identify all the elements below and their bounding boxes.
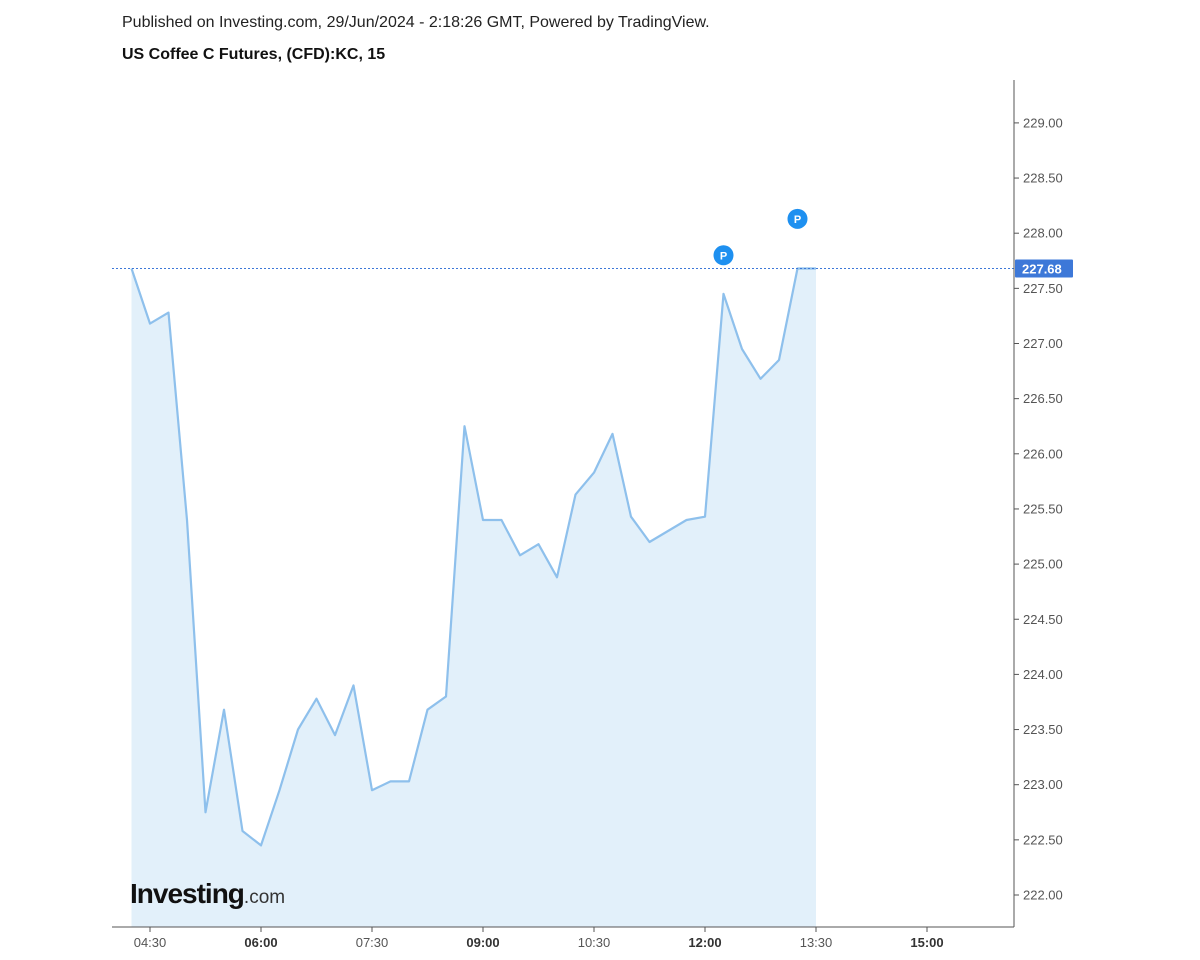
y-tick-label: 223.00 (1023, 777, 1063, 792)
logo-main: Investing (130, 878, 245, 909)
logo-suffix: .com (243, 887, 286, 908)
x-tick-label: 13:30 (800, 935, 833, 950)
y-tick-label: 227.50 (1023, 281, 1063, 296)
y-tick-label: 226.50 (1023, 391, 1063, 406)
marker-icon[interactable] (787, 208, 808, 229)
last-price-badge: 227.68 (1015, 259, 1073, 278)
y-tick-label: 224.00 (1023, 667, 1063, 682)
y-tick-label: 223.50 (1023, 722, 1063, 737)
last-price-badge-bg (1015, 259, 1073, 278)
y-tick-label: 225.50 (1023, 501, 1063, 516)
y-axis-ticks: 222.00 222.50 223.00 223.50 224.00 224.50 225.… (1014, 115, 1063, 903)
x-tick-label: 06:00 (244, 935, 277, 950)
x-tick-label: 09:00 (466, 935, 499, 950)
y-tick-label: 229.00 (1023, 115, 1063, 130)
y-tick-label: 224.50 (1023, 612, 1063, 627)
x-tick-label: 12:00 (688, 935, 721, 950)
y-tick-label: 222.00 (1023, 888, 1063, 903)
y-tick-label: 226.00 (1023, 446, 1063, 461)
x-tick-label: 07:30 (356, 935, 389, 950)
x-axis-ticks: 04:30 06:00 07:30 09:00 10:30 12:00 13:30 15:00 (134, 927, 944, 950)
published-info: Published on Investing.com, 29/Jun/2024 … (122, 14, 710, 31)
y-tick-label: 228.00 (1023, 226, 1063, 241)
investing-logo: Investing.com (130, 878, 285, 910)
chart-title: US Coffee C Futures, (CFD):KC, 15 (122, 46, 386, 63)
price-area-fill (131, 268, 816, 927)
x-tick-label: 15:00 (910, 935, 943, 950)
last-price-value: 227.68 (1022, 261, 1062, 276)
marker-icon[interactable] (713, 245, 734, 266)
y-tick-label: 222.50 (1023, 832, 1063, 847)
y-tick-label: 227.00 (1023, 336, 1063, 351)
y-tick-label: 225.00 (1023, 557, 1063, 572)
x-tick-label: 10:30 (578, 935, 611, 950)
event-markers: PP (713, 208, 808, 266)
marker-label: P (720, 250, 727, 262)
price-line (130, 267, 816, 847)
x-tick-label: 04:30 (134, 935, 167, 950)
y-tick-label: 228.50 (1023, 171, 1063, 186)
marker-label: P (794, 214, 801, 226)
